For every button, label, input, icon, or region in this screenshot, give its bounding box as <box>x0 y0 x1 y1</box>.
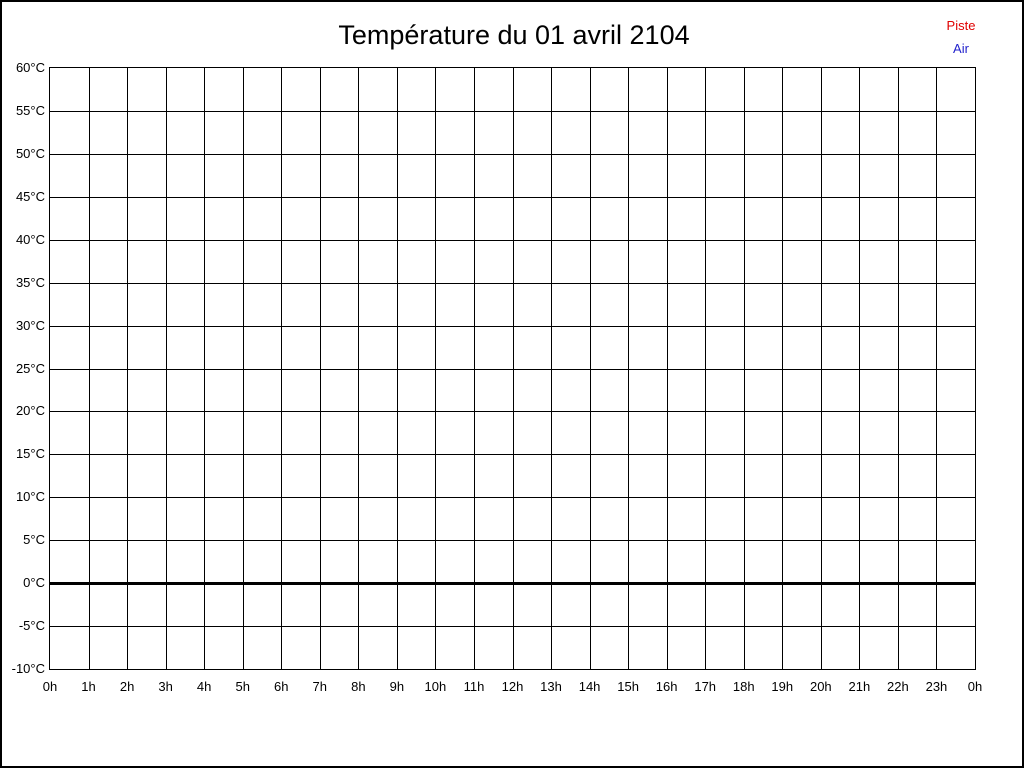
x-tick-label: 16h <box>655 679 678 694</box>
x-tick-label: 5h <box>235 679 250 694</box>
x-tick-label: 18h <box>732 679 755 694</box>
x-tick-label: 0h <box>967 679 983 694</box>
x-tick-label: 8h <box>351 679 366 694</box>
x-tick-label: 23h <box>925 679 948 694</box>
y-tick-label: 40°C <box>15 231 45 247</box>
y-tick-label: 10°C <box>15 489 45 505</box>
y-tick-label: -10°C <box>11 661 45 676</box>
x-tick-label: 22h <box>887 679 909 694</box>
y-tick-label: 35°C <box>15 274 45 290</box>
legend: Piste Air <box>926 14 996 60</box>
x-tick-label: 4h <box>196 679 212 694</box>
plot-area <box>49 67 976 670</box>
y-tick-label: -5°C <box>18 618 45 634</box>
x-tick-label: 10h <box>424 679 447 694</box>
y-tick-label: 25°C <box>15 360 45 376</box>
x-tick-label: 11h <box>463 679 485 694</box>
x-tick-label: 2h <box>119 679 135 694</box>
x-tick-label: 21h <box>848 679 871 694</box>
x-tick-label: 1h <box>81 679 96 694</box>
x-tick-label: 20h <box>809 679 832 694</box>
y-tick-label: 15°C <box>15 446 45 462</box>
y-tick-label: 55°C <box>15 102 45 118</box>
x-tick-label: 3h <box>158 679 173 694</box>
x-tick-label: 6h <box>274 679 289 694</box>
legend-item-air: Air <box>953 41 969 56</box>
y-tick-label: 60°C <box>15 60 45 75</box>
x-tick-label: 9h <box>389 679 405 694</box>
x-tick-label: 19h <box>771 679 794 694</box>
x-tick-label: 14h <box>578 679 601 694</box>
grid <box>50 68 975 669</box>
x-tick-label: 13h <box>540 679 562 694</box>
y-tick-label: 45°C <box>15 188 45 204</box>
x-tick-label: 0h <box>42 679 58 694</box>
x-tick-label: 15h <box>617 679 639 694</box>
y-tick-label: 50°C <box>15 145 45 161</box>
x-tick-label: 7h <box>312 679 328 694</box>
chart-title: Température du 01 avril 2104 <box>338 20 690 50</box>
x-tick-label: 12h <box>501 679 524 694</box>
y-tick-label: 30°C <box>15 317 45 333</box>
x-tick-label: 17h <box>694 679 717 694</box>
y-tick-label: 5°C <box>23 532 45 548</box>
legend-item-piste: Piste <box>946 18 976 33</box>
y-tick-label: 0°C <box>23 575 45 591</box>
y-tick-label: 20°C <box>15 403 45 419</box>
